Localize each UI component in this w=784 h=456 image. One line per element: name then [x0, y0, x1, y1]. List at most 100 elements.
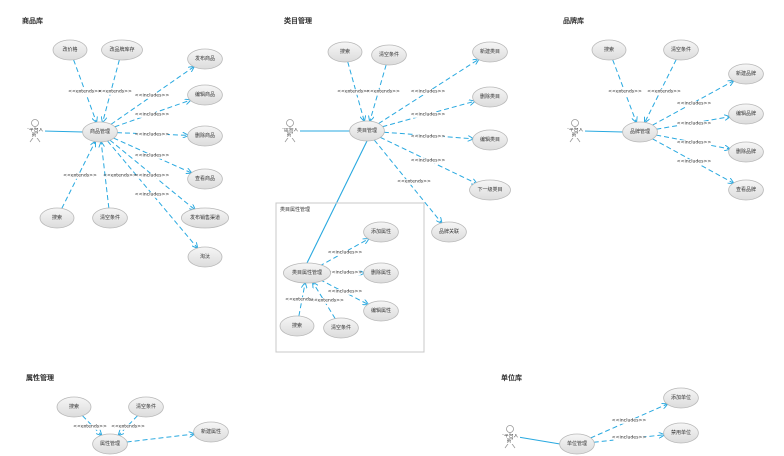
use-case[interactable]: 搜索 [39, 207, 75, 229]
use-case-ellipse[interactable] [728, 103, 764, 125]
use-case[interactable]: 改品牌库存 [101, 39, 143, 61]
use-case[interactable]: 编辑品牌 [728, 103, 764, 125]
use-case[interactable]: 清空条件 [371, 44, 407, 66]
use-case-ellipse[interactable] [622, 121, 658, 143]
use-case[interactable]: 删除商品 [187, 125, 223, 147]
use-case[interactable]: 搜索 [56, 396, 92, 418]
use-case[interactable]: 发布销售渠道 [180, 207, 229, 229]
use-case-ellipse[interactable] [472, 129, 508, 151]
use-case-ellipse[interactable] [363, 221, 399, 243]
use-case-ellipse[interactable] [663, 39, 699, 61]
use-case-ellipse[interactable] [180, 207, 229, 229]
use-case-label: 禁用单位 [671, 429, 691, 436]
use-case-ellipse[interactable] [187, 48, 223, 70]
use-case[interactable]: 品牌管理 [622, 121, 658, 143]
use-case[interactable]: 编辑类目 [472, 129, 508, 151]
use-case-label: 清空条件 [379, 51, 399, 58]
relation-arrow [61, 142, 95, 209]
use-case-ellipse[interactable] [472, 86, 508, 108]
relation-label: <<includes>> [677, 140, 712, 146]
use-case[interactable]: 清空条件 [92, 207, 128, 229]
use-case[interactable]: 类目管理 [349, 120, 385, 142]
use-case[interactable]: 品牌关联 [431, 221, 467, 243]
use-case-ellipse[interactable] [187, 246, 223, 268]
use-case-ellipse[interactable] [193, 421, 229, 443]
use-case-ellipse[interactable] [663, 387, 699, 409]
use-case-ellipse[interactable] [728, 141, 764, 163]
use-case[interactable]: 清空条件 [663, 39, 699, 61]
relation-label-bg [136, 192, 168, 198]
use-case[interactable]: 类目属性管理 [282, 262, 331, 284]
use-case-ellipse[interactable] [82, 121, 118, 143]
use-case[interactable]: 添加单位 [663, 387, 699, 409]
use-case[interactable]: 查看商品 [187, 168, 223, 190]
use-case-ellipse[interactable] [187, 84, 223, 106]
use-case-ellipse[interactable] [469, 179, 511, 201]
use-case-ellipse[interactable] [101, 39, 143, 61]
use-case[interactable]: 清空条件 [323, 317, 359, 339]
use-case[interactable]: 删除类目 [472, 86, 508, 108]
relation-label-bg [329, 250, 361, 256]
use-case-ellipse[interactable] [591, 39, 627, 61]
use-case[interactable]: 发布商品 [187, 48, 223, 70]
use-case-label: 改价格 [62, 46, 77, 53]
use-case-ellipse[interactable] [92, 433, 128, 455]
use-case-ellipse[interactable] [663, 422, 699, 444]
use-case-ellipse[interactable] [56, 396, 92, 418]
use-case-ellipse[interactable] [279, 315, 315, 337]
use-case[interactable]: 清空条件 [128, 396, 164, 418]
use-case-label: 删除商品 [195, 132, 215, 139]
use-case-ellipse[interactable] [39, 207, 75, 229]
use-case-label: 品牌关联 [439, 228, 459, 235]
use-case[interactable]: 改价格 [52, 39, 88, 61]
use-case-ellipse[interactable] [472, 41, 508, 63]
use-case-ellipse[interactable] [363, 300, 399, 322]
use-case[interactable]: 新建品牌 [728, 63, 764, 85]
use-case[interactable]: 淘汰 [187, 246, 223, 268]
relation-label: <<extends>> [68, 89, 102, 95]
use-case[interactable]: 新建类目 [472, 41, 508, 63]
use-case-ellipse[interactable] [327, 41, 363, 63]
use-case-ellipse[interactable] [363, 262, 399, 284]
use-case-label: 删除品牌 [736, 148, 756, 155]
use-case[interactable]: 删除品牌 [728, 141, 764, 163]
panel-title: 品牌库 [563, 16, 584, 25]
use-case-ellipse[interactable] [187, 168, 223, 190]
use-case-ellipse[interactable] [349, 120, 385, 142]
relation-arrow [109, 139, 195, 210]
use-case[interactable]: 搜索 [591, 39, 627, 61]
use-case[interactable]: 查看品牌 [728, 179, 764, 201]
use-case-ellipse[interactable] [128, 396, 164, 418]
actor-association-line [42, 130, 84, 133]
relation-label: <<includes>> [677, 121, 712, 127]
use-case-ellipse[interactable] [187, 125, 223, 147]
use-case-ellipse[interactable] [52, 39, 88, 61]
use-case-ellipse[interactable] [282, 262, 331, 284]
use-case-ellipse[interactable] [371, 44, 407, 66]
use-case-ellipse[interactable] [728, 179, 764, 201]
relation-label-bg [329, 270, 361, 276]
relation-label-bg [649, 89, 679, 95]
panel-title: 商品库 [22, 16, 43, 25]
use-case[interactable]: 添加属性 [363, 221, 399, 243]
use-case[interactable]: 单位管理 [559, 433, 595, 455]
use-case-ellipse[interactable] [559, 433, 595, 455]
use-case-ellipse[interactable] [323, 317, 359, 339]
use-case[interactable]: 下一级类目 [469, 179, 511, 201]
use-case[interactable]: 搜索 [279, 315, 315, 337]
use-case-ellipse[interactable] [431, 221, 467, 243]
use-case[interactable]: 属性管理 [92, 433, 128, 455]
use-case-ellipse[interactable] [92, 207, 128, 229]
use-case[interactable]: 商品管理 [82, 121, 118, 143]
use-case[interactable]: 编辑商品 [187, 84, 223, 106]
relation-arrow [82, 415, 101, 436]
use-case[interactable]: 删除属性 [363, 262, 399, 284]
use-case-ellipse[interactable] [728, 63, 764, 85]
use-case[interactable]: 新建属性 [193, 421, 229, 443]
use-case[interactable]: 禁用单位 [663, 422, 699, 444]
relation-label: <<includes>> [135, 93, 170, 99]
use-case[interactable]: 编辑属性 [363, 300, 399, 322]
use-case[interactable]: 搜索 [327, 41, 363, 63]
use-case-label: 编辑类目 [480, 136, 500, 143]
